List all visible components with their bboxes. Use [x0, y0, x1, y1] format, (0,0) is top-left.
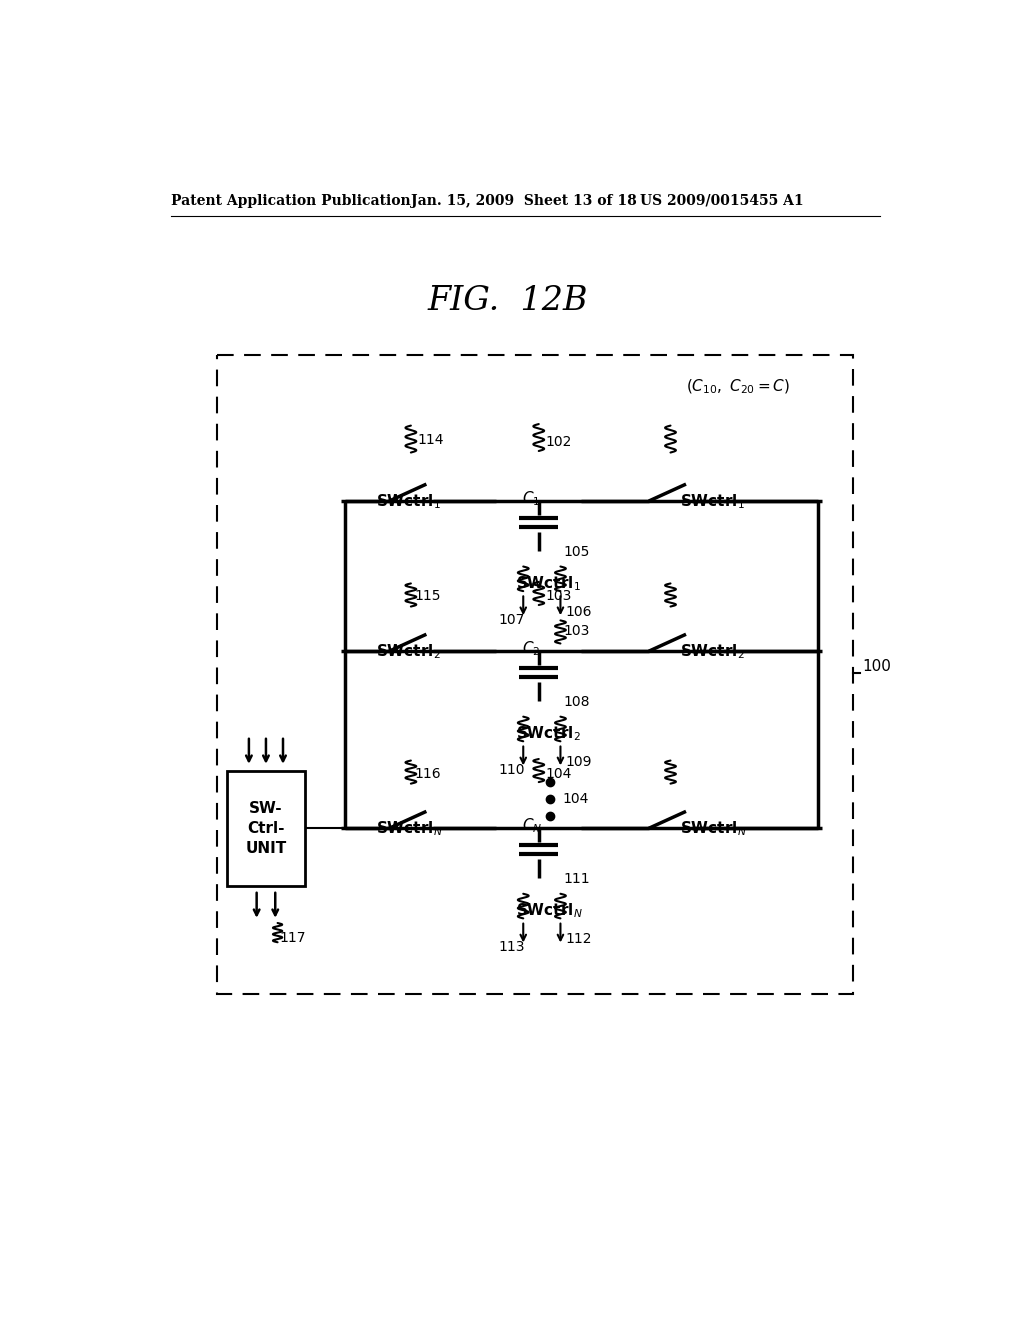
- Text: 109: 109: [566, 755, 592, 770]
- Text: SWctrl$_1$: SWctrl$_1$: [515, 574, 581, 593]
- Text: 110: 110: [499, 763, 525, 777]
- Text: $C_1$: $C_1$: [521, 490, 540, 508]
- Text: 108: 108: [563, 694, 590, 709]
- Text: SWctrl$_N$: SWctrl$_N$: [376, 818, 442, 838]
- Text: SWctrl$_1$: SWctrl$_1$: [376, 492, 440, 511]
- Text: SWctrl$_2$: SWctrl$_2$: [376, 642, 440, 661]
- Text: SWctrl$_N$: SWctrl$_N$: [515, 902, 583, 920]
- Text: 104: 104: [545, 767, 571, 780]
- Text: 112: 112: [566, 932, 592, 946]
- Text: 102: 102: [545, 434, 571, 449]
- Text: 103: 103: [563, 624, 590, 639]
- Text: 105: 105: [563, 545, 590, 558]
- Text: $C_N$: $C_N$: [521, 817, 542, 836]
- Text: 116: 116: [415, 767, 441, 780]
- Text: 103: 103: [545, 590, 571, 603]
- Text: Jan. 15, 2009  Sheet 13 of 18: Jan. 15, 2009 Sheet 13 of 18: [411, 194, 637, 207]
- Text: 107: 107: [499, 612, 525, 627]
- Text: US 2009/0015455 A1: US 2009/0015455 A1: [640, 194, 803, 207]
- Text: 100: 100: [862, 659, 891, 675]
- Text: SWctrl$_2$: SWctrl$_2$: [515, 725, 581, 743]
- Bar: [227, 771, 305, 886]
- Text: 104: 104: [562, 792, 589, 807]
- Text: SWctrl$_2$: SWctrl$_2$: [680, 642, 744, 661]
- Text: 117: 117: [280, 931, 306, 945]
- Text: 111: 111: [563, 873, 590, 886]
- Text: 115: 115: [415, 590, 441, 603]
- Text: 113: 113: [499, 940, 525, 954]
- Text: $(C_{10},\ C_{20}=C)$: $(C_{10},\ C_{20}=C)$: [686, 378, 791, 396]
- Bar: [217, 355, 853, 994]
- Text: $C_2$: $C_2$: [521, 640, 540, 659]
- Text: 106: 106: [566, 605, 592, 619]
- Text: SWctrl$_1$: SWctrl$_1$: [680, 492, 744, 511]
- Text: SW-
Ctrl-
UNIT: SW- Ctrl- UNIT: [246, 801, 287, 855]
- Text: Patent Application Publication: Patent Application Publication: [171, 194, 411, 207]
- Text: FIG.  12B: FIG. 12B: [427, 285, 588, 317]
- Text: SWctrl$_N$: SWctrl$_N$: [680, 818, 746, 838]
- Text: 114: 114: [417, 433, 443, 447]
